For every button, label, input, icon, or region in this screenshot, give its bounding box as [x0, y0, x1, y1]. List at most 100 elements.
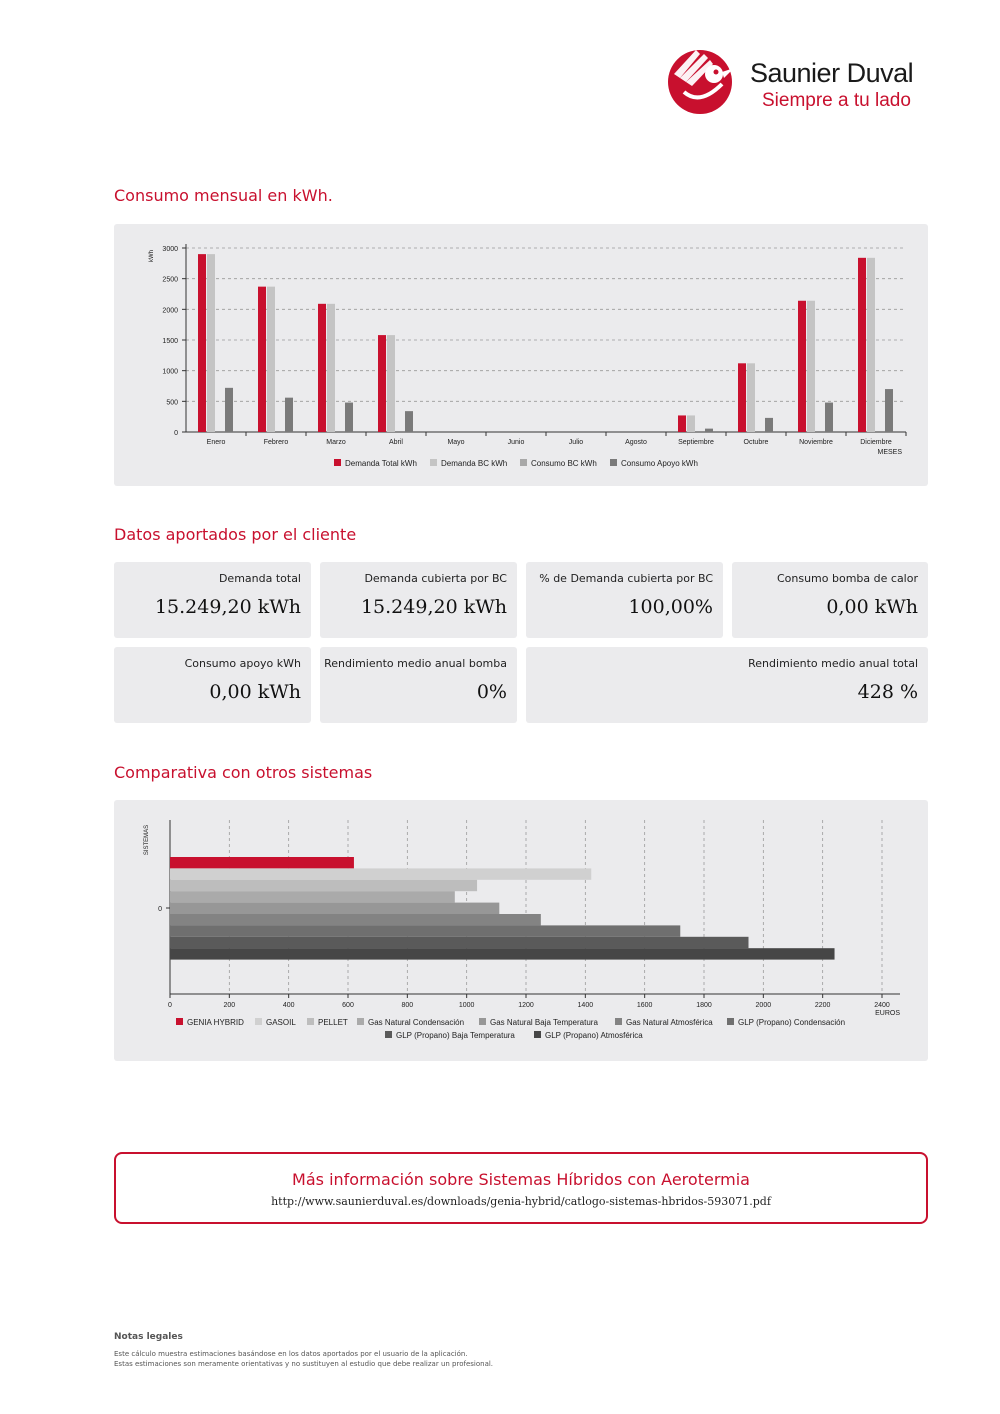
x-tick-label: Octubre	[744, 439, 769, 446]
legend-label: Gas Natural Condensación	[368, 1018, 464, 1027]
y-tick-label: 500	[166, 399, 178, 406]
legend-swatch	[534, 1031, 541, 1038]
info-link[interactable]: http://www.saunierduval.es/downloads/gen…	[271, 1195, 771, 1208]
comparison-chart: 0 200 400 600 800 1000 1200 1400 1600 1800 2000 220…	[144, 820, 900, 1040]
bar-gas-natural-condensaci-n	[170, 891, 455, 903]
bar-demanda-total-kwh	[258, 286, 266, 432]
legend-swatch	[430, 459, 437, 466]
bar-gasoil	[170, 868, 592, 880]
bar-demanda-bc-kwh	[327, 303, 335, 432]
y-tick-label: 2500	[162, 277, 178, 284]
x-tick-label: Abril	[389, 439, 403, 446]
legend-swatch	[479, 1018, 486, 1025]
y-axis-title: kWh	[149, 250, 155, 262]
x-tick-label: 1800	[696, 1002, 712, 1009]
legend-swatch	[520, 459, 527, 466]
x-tick-label: 0	[168, 1002, 172, 1009]
legend-label: Gas Natural Atmosférica	[626, 1018, 713, 1027]
y-tick-label: 3000	[162, 246, 178, 253]
x-tick-label: 2200	[815, 1002, 831, 1009]
x-tick-label: Agosto	[625, 439, 647, 446]
x-axis-title: MESES	[877, 449, 902, 456]
legend-label: Consumo Apoyo kWh	[621, 459, 698, 468]
x-tick-label: Noviembre	[799, 439, 833, 446]
x-tick-label: 800	[401, 1002, 413, 1009]
bar-demanda-total-kwh	[378, 335, 386, 432]
x-tick-label: 1200	[518, 1002, 534, 1009]
bar-pellet	[170, 879, 478, 892]
bar-demanda-bc-kwh	[267, 286, 275, 432]
y-tick-label: 0	[174, 430, 178, 437]
x-tick-label: Mayo	[447, 439, 464, 446]
legend-label: Demanda BC kWh	[441, 459, 507, 468]
x-tick-label: Julio	[569, 439, 584, 446]
bar-consumo-apoyo-kwh	[885, 389, 893, 432]
card-label: Rendimiento medio anual total	[748, 657, 918, 670]
info-box: Más información sobre Sistemas Híbridos …	[114, 1152, 928, 1224]
bar-demanda-bc-kwh	[867, 257, 875, 432]
brand-logo: Saunier Duval Siempre a tu lado	[664, 44, 934, 116]
bar-demanda-bc-kwh	[687, 415, 695, 432]
bar-demanda-bc-kwh	[747, 363, 755, 432]
card-consumo-bomba: Consumo bomba de calor 0,00 kWh	[732, 562, 928, 638]
monthly-chart-panel: 0 500 1000 1500 2000 2500 3000 kWh MESES Enero Feb…	[114, 224, 928, 486]
bar-glp-propano-atmosf-rica	[170, 948, 835, 960]
x-tick-label: Febrero	[264, 439, 289, 446]
bar-demanda-bc-kwh	[387, 335, 395, 432]
bar-consumo-apoyo-kwh	[225, 387, 233, 432]
monthly-chart: 0 500 1000 1500 2000 2500 3000 kWh MESES Enero Feb…	[149, 244, 907, 468]
bar-consumo-apoyo-kwh	[765, 417, 773, 432]
y-tick-label: 2000	[162, 307, 178, 314]
legend-swatch	[255, 1018, 262, 1025]
notes-line: Este cálculo muestra estimaciones basánd…	[114, 1350, 468, 1358]
x-tick-label: 200	[223, 1002, 235, 1009]
bar-glp-propano-condensaci-n	[170, 925, 681, 937]
bar-consumo-apoyo-kwh	[705, 428, 713, 432]
bar-demanda-bc-kwh	[807, 300, 815, 432]
legend-label: Gas Natural Baja Temperatura	[490, 1018, 598, 1027]
x-tick-label: 1000	[459, 1002, 475, 1009]
bar-demanda-total-kwh	[318, 303, 326, 432]
bar-demanda-total-kwh	[738, 363, 746, 432]
comparison-chart-panel: 0 200 400 600 800 1000 1200 1400 1600 1800 2000 220…	[114, 800, 928, 1061]
x-tick-label: Enero	[207, 439, 226, 446]
client-section-title: Datos aportados por el cliente	[114, 525, 357, 544]
brand-tagline: Siempre a tu lado	[762, 90, 911, 111]
card-label: Demanda cubierta por BC	[364, 572, 507, 585]
card-rendimiento-bomba: Rendimiento medio anual bomba 0%	[320, 647, 517, 723]
x-tick-label: 1400	[578, 1002, 594, 1009]
bar-demanda-total-kwh	[798, 300, 806, 432]
x-tick-label: Diciembre	[860, 439, 892, 446]
card-label: Demanda total	[218, 572, 301, 585]
legend-label: GLP (Propano) Condensación	[738, 1018, 845, 1027]
x-tick-label: Septiembre	[678, 439, 714, 446]
bar-demanda-bc-kwh	[207, 254, 215, 432]
legend-label: GLP (Propano) Baja Temperatura	[396, 1031, 515, 1040]
info-title: Más información sobre Sistemas Híbridos …	[292, 1170, 750, 1189]
x-tick-label: Junio	[508, 439, 525, 446]
bar-gas-natural-atmosf-rica	[170, 914, 541, 926]
bar-consumo-apoyo-kwh	[285, 397, 293, 432]
x-tick-label: 2000	[756, 1002, 772, 1009]
card-label: Consumo bomba de calor	[776, 572, 918, 585]
legend-label: Demanda Total kWh	[345, 459, 417, 468]
x-axis-title: EUROS	[875, 1010, 900, 1017]
bar-demanda-total-kwh	[198, 254, 206, 432]
bar-glp-propano-baja-temperatura	[170, 936, 749, 949]
legal-notes: Notas legales Este cálculo muestra estim…	[114, 1332, 493, 1369]
legend-label: Consumo BC kWh	[531, 459, 597, 468]
monthly-section-title: Consumo mensual en kWh.	[114, 186, 333, 205]
comparison-section-title: Comparativa con otros sistemas	[114, 763, 373, 782]
legend-swatch	[307, 1018, 314, 1025]
notes-line: Estas estimaciones son meramente orienta…	[114, 1360, 494, 1368]
x-tick-label: 1600	[637, 1002, 653, 1009]
y-tick-label: 1000	[162, 369, 178, 376]
card-label: Rendimiento medio anual bomba	[324, 657, 507, 670]
card-porcentaje-demanda: % de Demanda cubierta por BC 100,00%	[526, 562, 723, 638]
card-demanda-total: Demanda total 15.249,20 kWh	[114, 562, 311, 638]
y-axis-title: SISTEMAS	[144, 825, 150, 855]
y-tick-label: 0	[158, 906, 162, 913]
card-value: 15.249,20 kWh	[154, 596, 301, 618]
card-consumo-apoyo: Consumo apoyo kWh 0,00 kWh	[114, 647, 311, 723]
bar-genia-hybrid	[170, 857, 354, 869]
